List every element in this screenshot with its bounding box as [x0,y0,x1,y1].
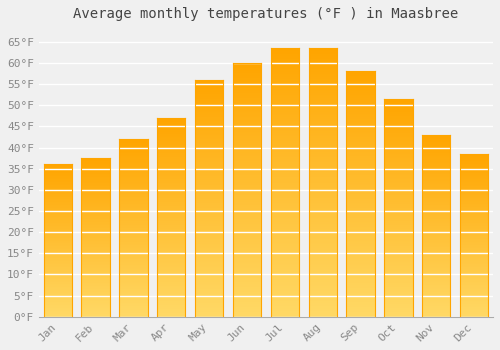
Title: Average monthly temperatures (°F ) in Maasbree: Average monthly temperatures (°F ) in Ma… [74,7,458,21]
